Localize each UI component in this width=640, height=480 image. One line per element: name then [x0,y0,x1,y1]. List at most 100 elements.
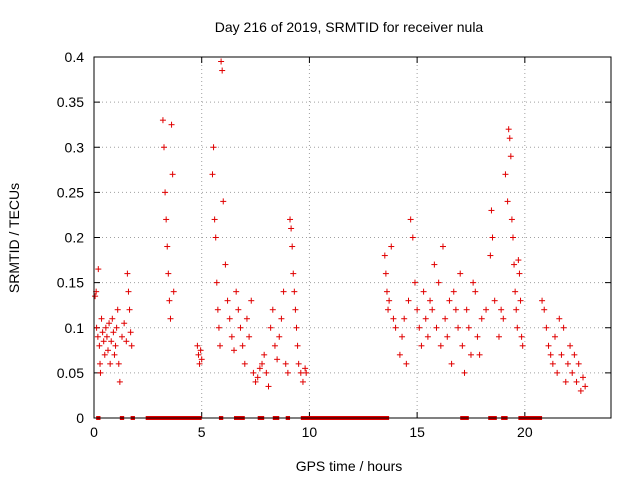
data-point [210,144,217,151]
data-point [487,252,494,259]
data-point [569,369,576,376]
data-point [573,378,580,385]
data-point [214,306,221,313]
y-tick-label: 0.1 [65,320,85,336]
data-point [128,342,135,349]
data-point [113,324,120,331]
data-point [388,243,395,250]
data-point [288,225,295,232]
data-point [226,315,233,322]
data-point [505,126,512,133]
data-point [382,270,389,277]
data-point [554,369,561,376]
data-point [228,333,235,340]
data-point [437,342,444,349]
data-point [429,306,436,313]
data-point [514,324,521,331]
data-point [513,306,520,313]
data-point [195,351,202,358]
data-point [401,315,408,322]
data-point [231,347,238,354]
data-point [516,270,523,277]
data-point [114,306,121,313]
data-point [292,306,299,313]
data-point [507,153,514,160]
data-point [455,324,462,331]
data-point [564,360,571,367]
chart-title: Day 216 of 2019, SRMTID for receiver nul… [215,19,484,35]
data-point [119,333,126,340]
data-point [194,342,201,349]
y-tick-label: 0.05 [57,365,84,381]
data-point [165,270,172,277]
data-point [259,360,266,367]
data-point [124,270,131,277]
data-point [560,324,567,331]
data-point [220,198,227,205]
data-point [396,351,403,358]
data-point [435,279,442,286]
data-point [519,342,526,349]
data-point [164,243,171,250]
data-point [162,189,169,196]
x-tick-label: 5 [198,424,206,440]
data-point [168,121,175,128]
data-point [476,351,483,358]
data-point [420,288,427,295]
data-point [502,171,509,178]
data-point [121,320,128,327]
data-point [265,383,272,390]
data-point [284,369,291,376]
data-point [94,333,101,340]
data-point [446,297,453,304]
data-point [582,383,589,390]
data-point [198,356,205,363]
data-point [267,324,274,331]
data-point [97,360,104,367]
data-point [107,360,114,367]
data-point [558,351,565,358]
data-point [99,329,106,336]
data-point [299,378,306,385]
data-point [93,324,100,331]
data-point [433,324,440,331]
data-point [541,306,548,313]
data-point [215,324,222,331]
data-point [218,58,225,65]
data-point [248,297,255,304]
data-point [567,342,574,349]
data-point [465,324,472,331]
data-point [547,351,554,358]
data-point [407,216,414,223]
data-point [287,216,294,223]
data-point [196,360,203,367]
data-point [444,333,451,340]
data-point [293,324,300,331]
data-point [517,297,524,304]
y-tick-label: 0 [76,410,84,426]
data-point [211,216,218,223]
data-point [506,135,513,142]
data-point [448,360,455,367]
data-point [463,306,470,313]
data-point [290,270,297,277]
data-point [385,306,392,313]
data-point [209,171,216,178]
x-tick-label: 0 [90,424,98,440]
data-point [549,360,556,367]
data-point [233,288,240,295]
data-point [101,351,108,358]
data-point [551,333,558,340]
data-point [112,342,119,349]
data-point [509,234,516,241]
data-point [411,279,418,286]
data-point [125,288,132,295]
y-tick-label: 0.3 [65,139,85,155]
x-axis-label: GPS time / hours [296,458,403,474]
data-point [95,266,102,273]
data-point [289,243,296,250]
data-point [504,198,511,205]
data-point [427,297,434,304]
data-point [105,347,112,354]
